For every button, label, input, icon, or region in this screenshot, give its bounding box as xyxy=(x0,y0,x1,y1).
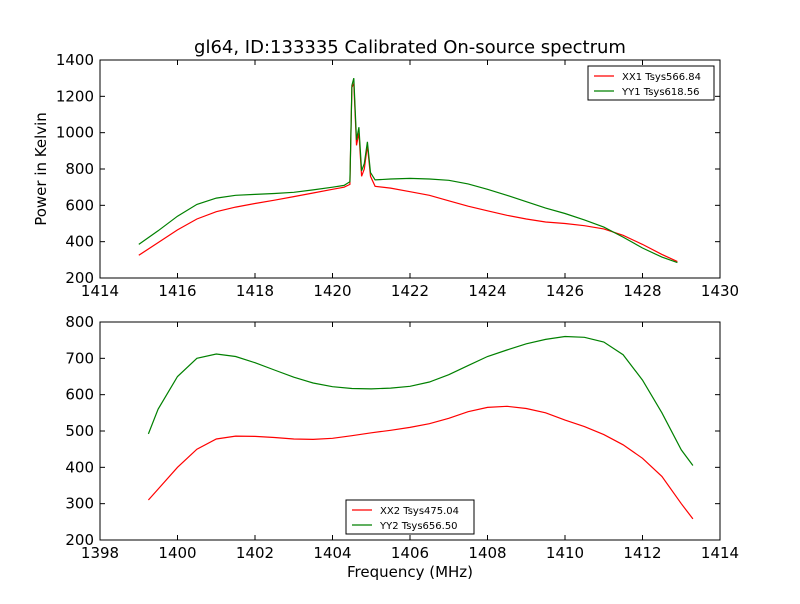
x-tick-label: 1424 xyxy=(468,282,506,300)
x-tick-label: 1418 xyxy=(236,282,274,300)
chart-panel-1: 1414 1416 1418 1420 1422 1424 1426 1428 1430 200 4… xyxy=(32,51,739,300)
legend-box xyxy=(345,499,475,535)
x-axis-label: Frequency (MHz) xyxy=(347,563,473,581)
x-tick-label: 1402 xyxy=(236,544,274,562)
legend-label: YY2 Tsys656.50 xyxy=(379,521,458,532)
y-tick-label: 200 xyxy=(65,269,94,287)
legend: XX1 Tsys566.84 YY1 Tsys618.56 xyxy=(587,65,715,101)
y-tick-label: 300 xyxy=(65,495,94,513)
x-tick-label: 1406 xyxy=(391,544,429,562)
legend-label: XX1 Tsys566.84 xyxy=(622,72,701,83)
y-tick-label: 400 xyxy=(65,233,94,251)
x-tick-label: 1414 xyxy=(81,282,119,300)
x-tick-label: 1430 xyxy=(701,282,739,300)
x-tick-label: 1398 xyxy=(81,544,119,562)
legend-label: XX2 Tsys475.04 xyxy=(380,506,459,517)
x-tick-label: 1426 xyxy=(546,282,584,300)
x-tick-label: 1412 xyxy=(623,544,661,562)
y-tick-label: 800 xyxy=(65,160,94,178)
x-tick-label: 1416 xyxy=(158,282,196,300)
y-tick-label: 200 xyxy=(65,531,94,549)
series-line-1-2 xyxy=(138,78,678,264)
x-tick-label: 1408 xyxy=(468,544,506,562)
y-tick-label: 800 xyxy=(65,313,94,331)
x-tick-label: 1428 xyxy=(623,282,661,300)
y-axis-label: Power in Kelvin xyxy=(32,112,50,226)
series-line-2-1 xyxy=(147,405,694,520)
x-tick-label: 1400 xyxy=(158,544,196,562)
series-line-1-1 xyxy=(138,81,678,263)
legend-box xyxy=(587,65,715,101)
y-tick-label: 500 xyxy=(65,422,94,440)
chart-panel-2: 1398 1400 1402 1404 1406 1408 1410 1412 1414 200 3… xyxy=(65,313,739,581)
chart-title: gl64, ID:133335 Calibrated On-source spe… xyxy=(194,37,626,58)
x-tick-label: 1422 xyxy=(391,282,429,300)
y-tick-label: 1000 xyxy=(56,124,94,142)
series-line-2-2 xyxy=(147,335,694,466)
legend: XX2 Tsys475.04 YY2 Tsys656.50 xyxy=(345,499,475,535)
y-tick-label: 700 xyxy=(65,349,94,367)
x-tick-label: 1410 xyxy=(546,544,584,562)
legend-label: YY1 Tsys618.56 xyxy=(621,87,700,98)
x-tick-label: 1420 xyxy=(313,282,351,300)
x-tick-label: 1404 xyxy=(313,544,351,562)
y-tick-label: 1400 xyxy=(56,51,94,69)
y-tick-label: 400 xyxy=(65,458,94,476)
y-tick-label: 600 xyxy=(65,386,94,404)
y-tick-label: 1200 xyxy=(56,87,94,105)
x-tick-label: 1414 xyxy=(701,544,739,562)
y-tick-label: 600 xyxy=(65,196,94,214)
